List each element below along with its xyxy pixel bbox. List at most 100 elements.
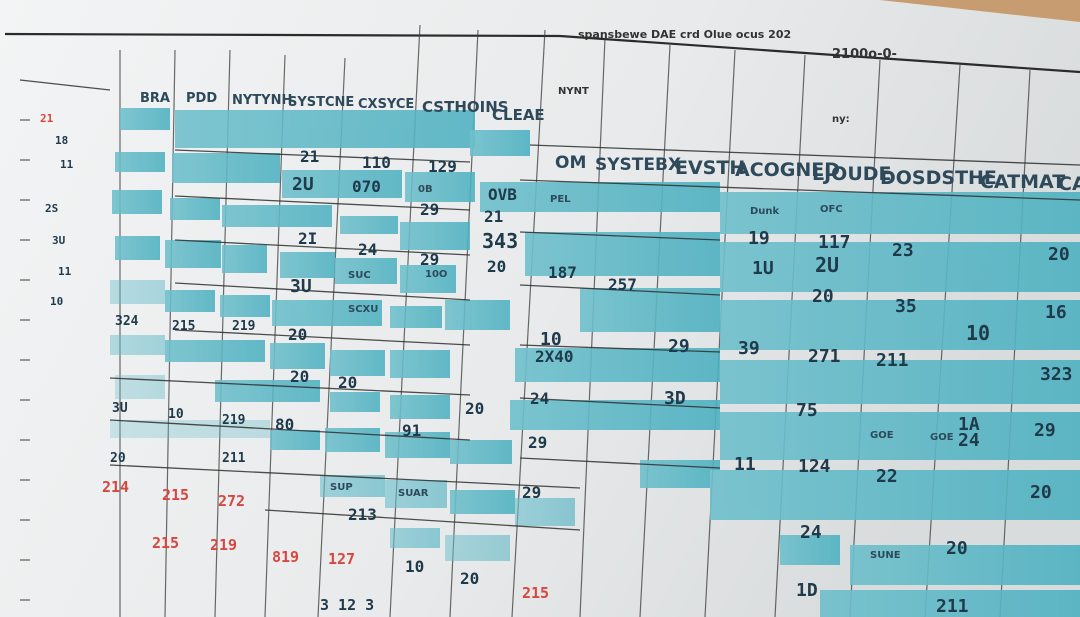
table-cell: 1D [796, 580, 818, 601]
table-cell: 20 [460, 569, 479, 588]
svg-text:819: 819 [272, 548, 299, 566]
svg-text:127: 127 [328, 550, 355, 568]
margin-number: 324 [115, 314, 139, 329]
margin-number: 3U [112, 401, 128, 416]
table-cell: 29 [668, 336, 690, 357]
left-margin-numbers: 21 18 11 2S 3U 11 10 324 215 219 10 219 … [40, 112, 255, 466]
svg-text:219: 219 [210, 536, 237, 554]
table-cell: 117 [818, 232, 851, 253]
upper-headers: BRA PDD NYTYNH SYSTCNE CXSYCE CSTHOINS C… [140, 91, 545, 124]
table-cell: 22 [876, 466, 898, 487]
table-cell: 3D [664, 388, 686, 409]
small-label: ny: [832, 114, 850, 125]
margin-number: 20 [110, 451, 126, 466]
table-corner [880, 0, 1080, 22]
table-cell: 1A [958, 414, 980, 435]
margin-number: 211 [222, 451, 246, 466]
margin-number: 219 [232, 319, 255, 334]
table-cell: 070 [352, 177, 381, 196]
table-cell: 24 [800, 522, 822, 543]
header-cell: LJOUDE [812, 163, 892, 185]
table-cell: 23 [892, 240, 914, 261]
table-cell: 2I [298, 229, 317, 248]
table-cell: 75 [796, 400, 818, 421]
table-cell: 21 [484, 207, 503, 226]
header-cell: CSTHOINS [422, 98, 509, 116]
table-cell: 29 [528, 433, 547, 452]
table-cell: 20 [338, 373, 357, 392]
table-cell: 3U [290, 276, 312, 297]
header-cell: OM [555, 153, 586, 173]
svg-text:GOE: GOE [930, 432, 954, 443]
margin-number: 11 [60, 158, 74, 171]
table-cell: 10 [966, 321, 990, 345]
table-cell: 80 [275, 415, 294, 434]
svg-text:SUAR: SUAR [398, 488, 429, 499]
table-cell: 213 [348, 505, 377, 524]
table-cell: 29 [1034, 420, 1056, 441]
lower-headers: OM SYSTEBX EVSTH ACOGNED LJOUDE DOSDSTHE… [555, 153, 1080, 195]
margin-number: 10 [50, 295, 63, 308]
table-cell: 323 [1040, 364, 1073, 385]
table-cell: 211 [936, 596, 969, 617]
table-cell: 257 [608, 275, 637, 294]
header-cell: CATMAT [980, 171, 1065, 193]
small-cell-labels: 0B PEL Dunk OFC SCXU 10O SUC GOE GOE SUA… [330, 184, 954, 561]
red-entries: 214 215 272 215 219 819 127 215 [102, 478, 549, 602]
table-cell: 19 [748, 228, 770, 249]
table-cell: 91 [402, 421, 421, 440]
margin-number: 2S [45, 202, 58, 215]
svg-text:215: 215 [522, 584, 549, 602]
header-cell: ACOGNED [735, 159, 840, 181]
header-cell: SYSTEBX [595, 155, 681, 175]
table-cell: 29 [522, 483, 541, 502]
highlight-rows-left [110, 108, 575, 561]
svg-text:SUC: SUC [348, 270, 371, 281]
margin-number: 21 [40, 112, 54, 125]
table-cell: 110 [362, 153, 391, 172]
mid-label: NYNT [558, 86, 589, 97]
bottom-label: 3 12 3 [320, 596, 374, 614]
table-cell: 24 [358, 240, 377, 259]
table-cell: 39 [738, 338, 760, 359]
table-cell: 21 [300, 147, 319, 166]
table-cell: 2U [292, 174, 314, 195]
svg-text:215: 215 [162, 486, 189, 504]
table-cell: 1U [752, 258, 774, 279]
table-cell: 129 [428, 157, 457, 176]
table-cell: 16 [1045, 302, 1067, 323]
header-cell: NYTYNH [232, 93, 292, 108]
table-cell: 2X40 [535, 347, 574, 366]
svg-text:272: 272 [218, 492, 245, 510]
header-cell: CLEAE [492, 106, 545, 124]
table-cell: 11 [734, 454, 756, 475]
margin-number: 11 [58, 265, 72, 278]
table-cell: 29 [420, 200, 439, 219]
table-cell: 20 [465, 399, 484, 418]
top-title: spansbewe DAE crd Olue ocus 202 [578, 28, 791, 41]
left-data-block: 21 110 129 2U 070 OVB 29 24 21 3U 343 20… [275, 147, 637, 588]
svg-text:GOE: GOE [870, 430, 894, 441]
table-cell: 20 [487, 257, 506, 276]
svg-text:Dunk: Dunk [750, 206, 780, 217]
table-cell: 2U [815, 253, 839, 277]
right-data-block: 19 117 23 20 1U 2U 35 16 20 39 10 29 271… [664, 228, 1073, 617]
svg-text:215: 215 [152, 534, 179, 552]
margin-ticks [20, 119, 30, 601]
svg-text:SUP: SUP [330, 482, 353, 493]
table-cell: 10 [405, 557, 424, 576]
margin-number: 18 [55, 134, 68, 147]
table-cell: 20 [946, 538, 968, 559]
table-cell: 35 [895, 296, 917, 317]
table-cell: 24 [958, 430, 980, 451]
header-cell: CXSYCE [358, 97, 414, 112]
table-cell: 20 [812, 286, 834, 307]
table-cell: 24 [530, 389, 549, 408]
svg-text:214: 214 [102, 478, 129, 496]
svg-text:SUNE: SUNE [870, 550, 901, 561]
header-cell: BRA [140, 91, 170, 106]
table-cell: 343 [482, 229, 518, 253]
svg-text:PEL: PEL [550, 194, 571, 205]
margin-number: 10 [168, 407, 184, 422]
